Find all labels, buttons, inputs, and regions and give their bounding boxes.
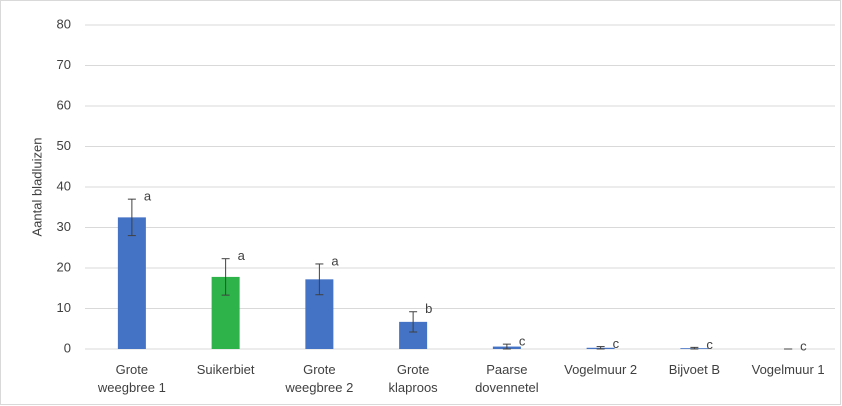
x-tick-label: Grote klaproos bbox=[389, 362, 439, 395]
y-tick-label: 70 bbox=[57, 57, 71, 72]
x-tick-label: Paarse dovennetel bbox=[475, 362, 539, 395]
significance-letter: c bbox=[800, 338, 807, 353]
y-tick-label: 20 bbox=[57, 259, 71, 274]
significance-letter: c bbox=[706, 337, 713, 352]
x-tick-label: Grote weegbree 1 bbox=[97, 362, 166, 395]
significance-letter: c bbox=[519, 334, 526, 349]
y-tick-label: 40 bbox=[57, 178, 71, 193]
y-axis-label: Aantal bladluizen bbox=[29, 137, 44, 236]
x-tick-label: Bijvoet B bbox=[669, 362, 720, 377]
significance-letter: a bbox=[144, 189, 152, 204]
y-tick-label: 50 bbox=[57, 138, 71, 153]
y-tick-label: 60 bbox=[57, 97, 71, 112]
x-tick-label: Vogelmuur 2 bbox=[564, 362, 637, 377]
y-tick-label: 0 bbox=[64, 340, 71, 355]
significance-letter: b bbox=[425, 301, 432, 316]
x-tick-label: Vogelmuur 1 bbox=[752, 362, 825, 377]
significance-letter: c bbox=[613, 336, 620, 351]
y-tick-label: 80 bbox=[57, 16, 71, 31]
x-tick-label: Grote weegbree 2 bbox=[284, 362, 353, 395]
significance-letter: a bbox=[331, 253, 339, 268]
y-tick-label: 30 bbox=[57, 219, 71, 234]
y-tick-label: 10 bbox=[57, 300, 71, 315]
bar bbox=[117, 217, 146, 349]
x-tick-label: Suikerbiet bbox=[197, 362, 255, 377]
significance-letter: a bbox=[238, 248, 246, 263]
